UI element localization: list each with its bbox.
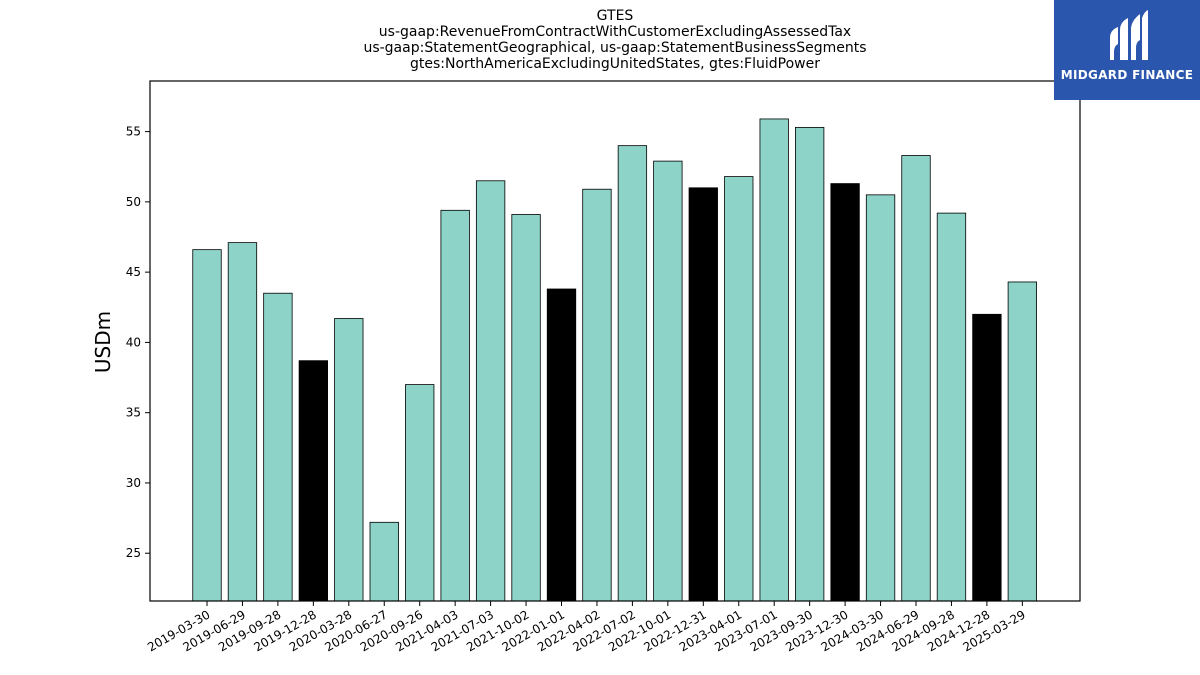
brand-logo: MIDGARD FINANCE — [1054, 0, 1200, 100]
bar-2022-10-01 — [653, 160, 683, 602]
bar-2020-03-28 — [334, 318, 364, 602]
bar-2024-12-28 — [972, 313, 1002, 602]
bar-2025-03-29 — [1007, 281, 1037, 602]
bar-2023-12-30 — [830, 183, 860, 602]
y-tick-label: 40 — [126, 335, 141, 349]
bar-2021-10-02 — [511, 214, 541, 602]
bar-2024-06-29 — [901, 155, 931, 602]
chart-subtitle-axes: us-gaap:StatementGeographical, us-gaap:S… — [363, 40, 867, 56]
logo-text: MIDGARD FINANCE — [1060, 68, 1194, 82]
logo-mark-icon — [1110, 10, 1148, 60]
y-tick-label: 25 — [126, 546, 141, 560]
bar-2023-07-01 — [759, 118, 789, 602]
y-tick-label: 35 — [126, 406, 141, 420]
bar-2022-01-01 — [546, 288, 577, 602]
bar-2019-09-28 — [263, 292, 293, 602]
y-tick-label: 55 — [126, 125, 141, 139]
bar-2024-03-30 — [865, 194, 896, 602]
y-axis-ticks: 25 30 35 40 45 50 55 — [126, 125, 150, 560]
bar-2022-04-02 — [582, 188, 612, 602]
bar-2022-07-02 — [617, 145, 648, 602]
y-tick-label: 50 — [126, 195, 141, 209]
bar-2019-12-28 — [298, 360, 329, 602]
bar-2020-09-26 — [405, 384, 435, 602]
chart-subtitle-concept: us-gaap:RevenueFromContractWithCustomerE… — [378, 24, 852, 40]
bar-2022-12-31 — [688, 187, 718, 602]
y-tick-label: 45 — [126, 265, 141, 279]
bar-2021-04-03 — [440, 209, 470, 602]
bars-group — [192, 118, 1037, 602]
y-axis-label: USDm — [91, 311, 115, 373]
bar-2024-09-28 — [936, 212, 967, 602]
plot-frame — [149, 80, 1081, 602]
chart-subtitle-members: gtes:NorthAmericaExcludingUnitedStates, … — [410, 56, 820, 72]
x-axis-ticks: 2019-03-302019-06-292019-09-282019-12-28… — [145, 601, 1028, 654]
chart-title: GTES — [596, 8, 634, 24]
bar-2023-09-30 — [795, 126, 825, 602]
bar-2021-07-03 — [475, 180, 506, 602]
bar-2019-03-30 — [192, 249, 222, 602]
y-tick-label: 30 — [126, 476, 141, 490]
bar-2019-06-29 — [227, 242, 258, 602]
bar-2023-04-01 — [724, 176, 754, 602]
bar-2020-06-27 — [369, 521, 399, 602]
